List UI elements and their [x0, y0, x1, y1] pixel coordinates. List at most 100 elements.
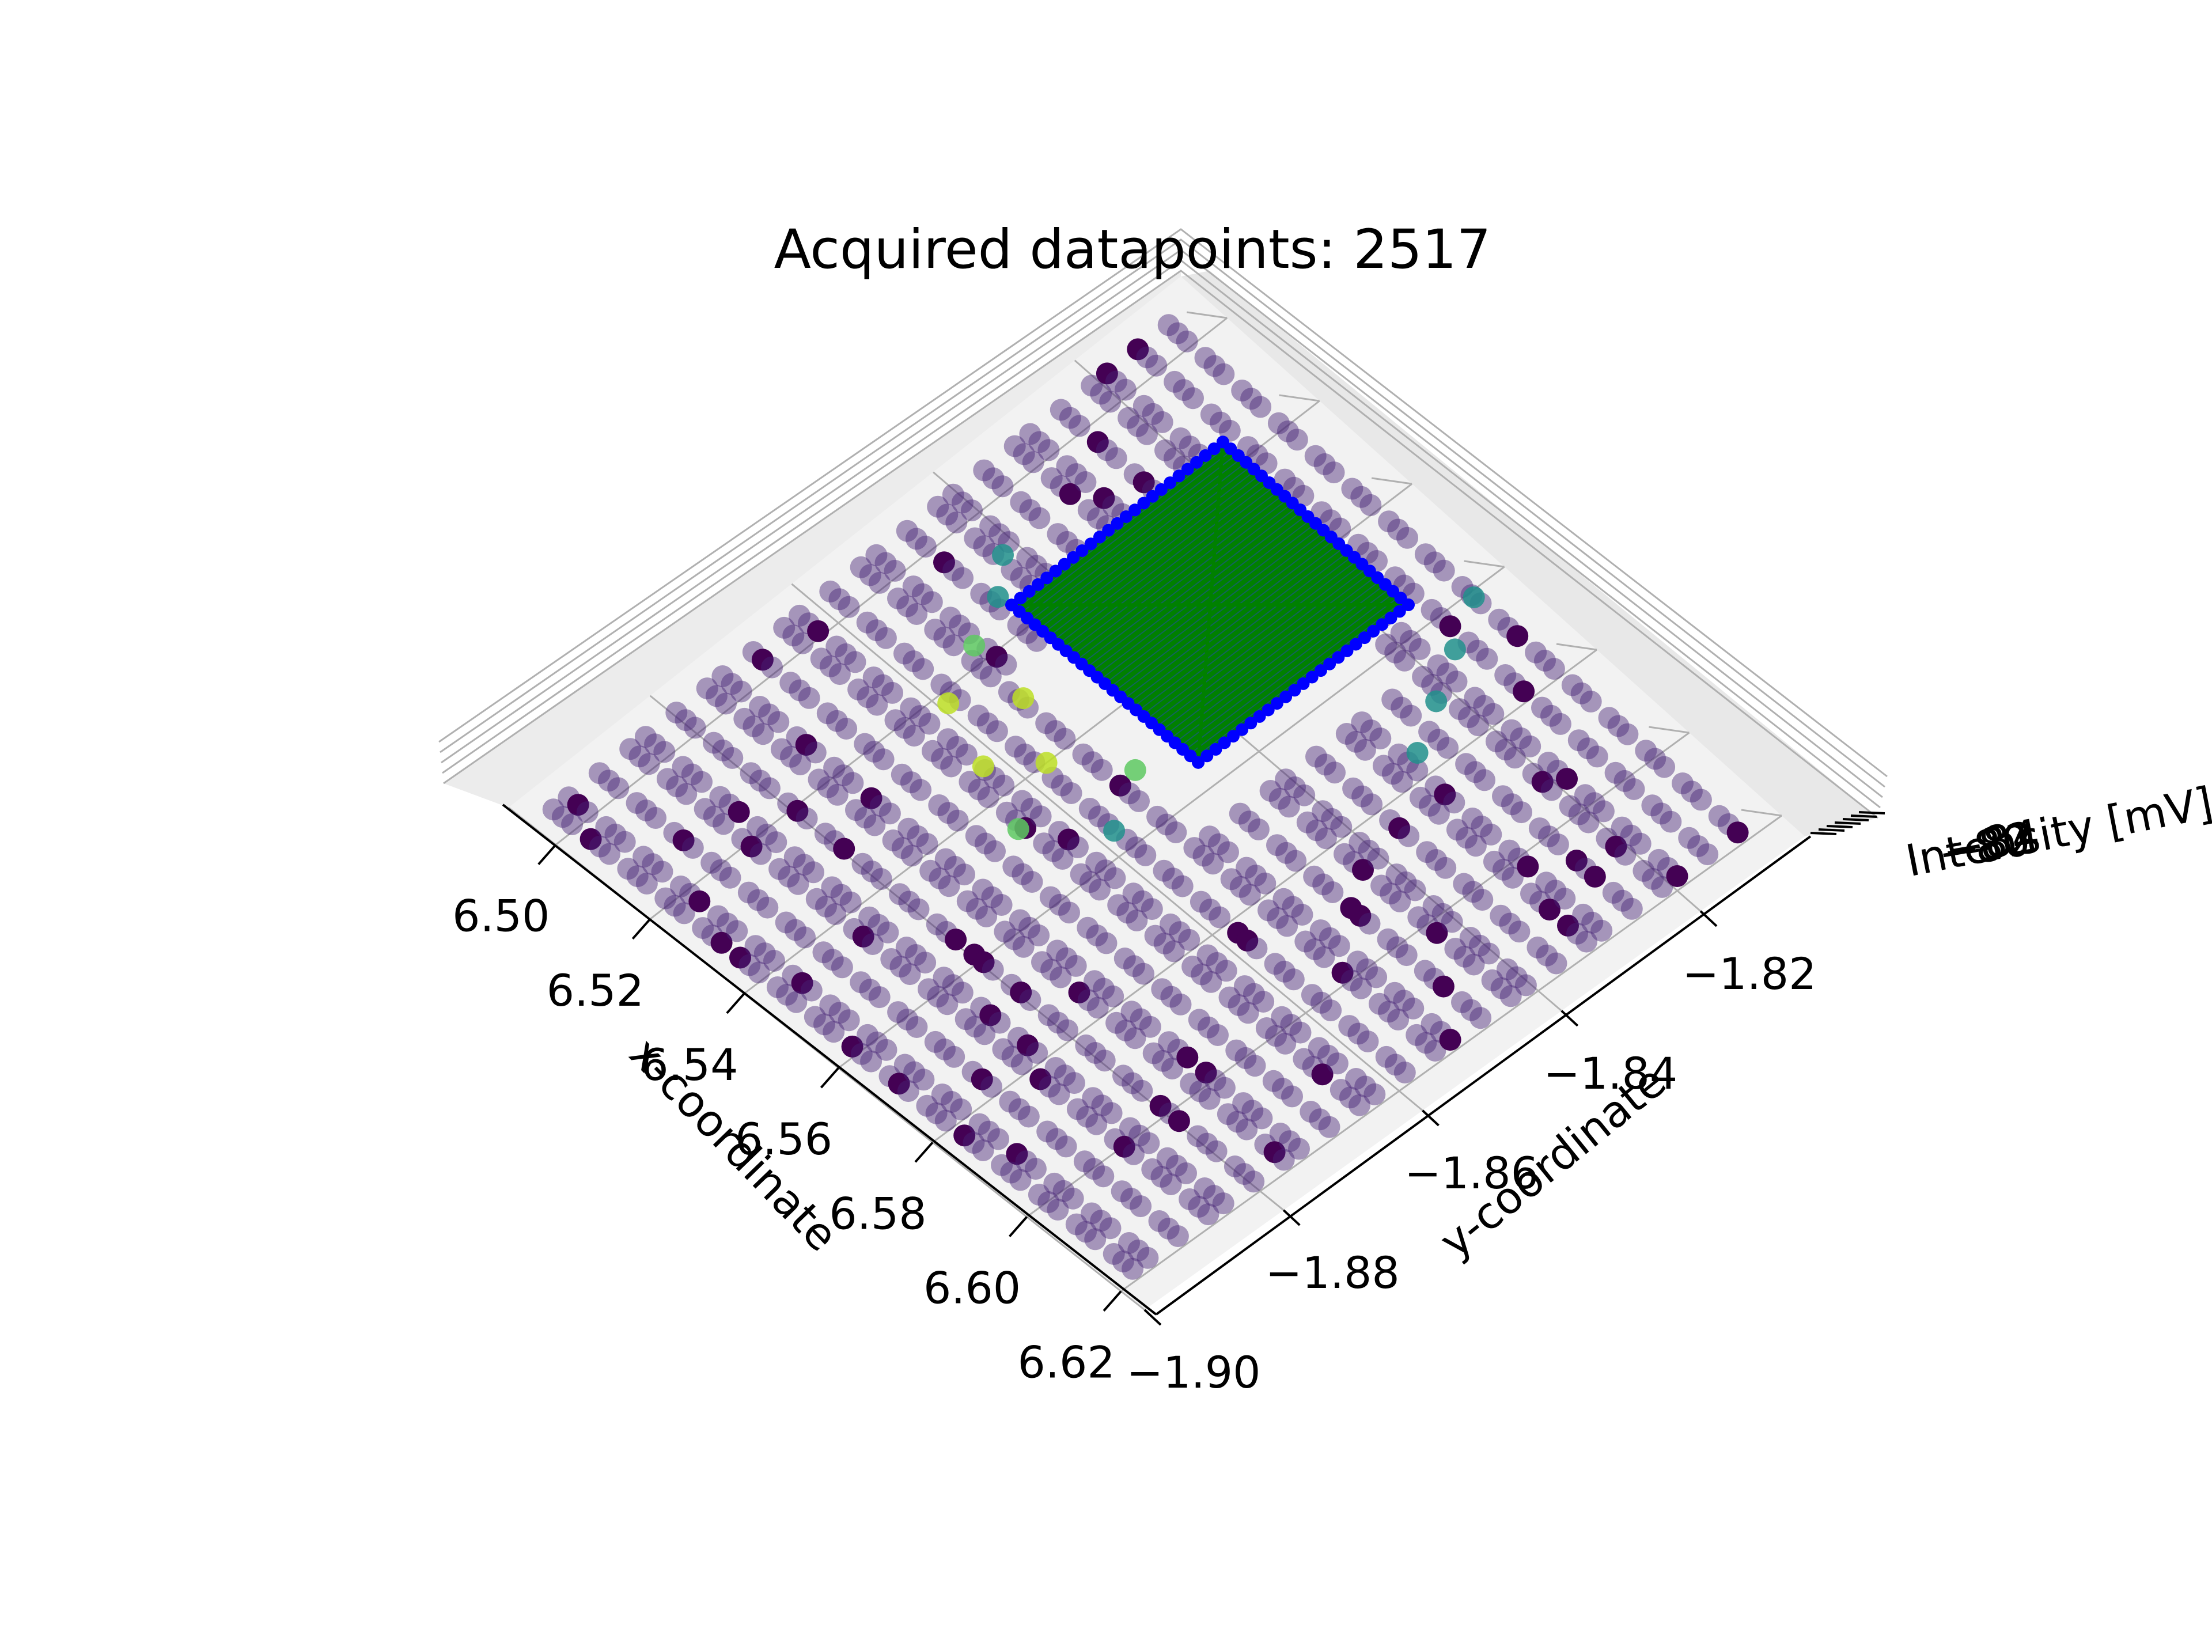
scatter-point [747, 816, 768, 838]
surface-edge-point [1349, 638, 1362, 651]
scatter-point [1204, 1069, 1226, 1092]
scatter-point [1051, 847, 1074, 870]
scatter-point [666, 775, 688, 798]
scatter-point [1289, 1021, 1312, 1044]
scatter-point [1247, 818, 1270, 840]
scatter-point [1202, 852, 1224, 875]
scatter-point [994, 920, 1016, 943]
back-right-pane [1181, 271, 1878, 836]
scatter-point [1105, 447, 1127, 469]
scatter-point [931, 1083, 953, 1106]
scatter-point [999, 1090, 1021, 1113]
scatter-point [1000, 1161, 1022, 1184]
scatter-point [1488, 608, 1510, 631]
scatter-point [941, 1091, 963, 1113]
scatter-point [1179, 1188, 1201, 1210]
scatter-point [1534, 649, 1556, 672]
scatter-point [1068, 415, 1090, 437]
y-tick-label: −1.82 [1683, 948, 1817, 999]
surface-mesh-line [1118, 535, 1330, 696]
scatter-point [740, 762, 762, 785]
scatter-point [1672, 772, 1694, 794]
scatter-point [851, 852, 874, 875]
scatter-point [1581, 911, 1604, 934]
surface-edge-point [1014, 592, 1027, 605]
scatter-point [903, 725, 925, 747]
surface-mesh-line [1160, 571, 1372, 732]
scatter-point [1540, 779, 1563, 801]
scatter-point [1203, 1185, 1225, 1207]
scatter-point [1028, 924, 1050, 946]
scatter-point [1453, 873, 1475, 895]
high-intensity-point [1444, 638, 1466, 661]
surface-edge-point [1226, 730, 1240, 743]
scatter-point [1445, 670, 1468, 693]
scatter-point [1330, 1079, 1352, 1101]
scatter-point [1620, 897, 1643, 920]
scatter-point [1044, 720, 1067, 742]
scatter-point [1192, 844, 1215, 867]
high-intensity-point [963, 634, 986, 657]
scatter-point [1690, 789, 1712, 811]
scatter-point [1132, 963, 1154, 985]
scatter-point [1407, 906, 1430, 929]
scatter-point [1427, 802, 1450, 825]
scatter-point [1245, 865, 1267, 887]
scatter-point [965, 897, 988, 920]
scatter-point [1009, 909, 1031, 931]
y-tick-mark [1282, 1209, 1301, 1226]
scatter-point [1037, 1004, 1060, 1026]
scatter-point [1066, 1098, 1089, 1120]
scatter-point [1409, 786, 1431, 809]
scatter-point [1584, 865, 1606, 888]
scatter-point [953, 863, 975, 886]
scatter-point [1421, 1013, 1443, 1035]
scatter-point [747, 889, 770, 911]
scatter-point [1113, 948, 1136, 969]
scatter-point [1611, 889, 1634, 912]
surface-mesh-line [1095, 514, 1307, 677]
scatter-point [1104, 867, 1126, 889]
scatter-point [1273, 960, 1296, 983]
scatter-point [1200, 403, 1222, 426]
scatter-point [1176, 1046, 1199, 1069]
scatter-point [1132, 395, 1155, 417]
scatter-point [1127, 1239, 1150, 1261]
scatter-point [1255, 1017, 1278, 1039]
scatter-point [1696, 843, 1719, 866]
scatter-point [1623, 778, 1645, 800]
scatter-point [1164, 370, 1186, 393]
scatter-point [1062, 1187, 1084, 1210]
x-gridline-wall [1371, 477, 1412, 485]
scatter-point [1039, 886, 1062, 908]
scatter-point [1467, 639, 1489, 662]
scatter-point [955, 744, 978, 766]
surface-edge-point [1199, 449, 1212, 462]
scatter-point [748, 961, 770, 984]
scatter-point [930, 673, 953, 696]
scatter-point [1010, 982, 1032, 1003]
scatter-point [758, 777, 781, 800]
scatter-point [1393, 649, 1416, 672]
z-tick-mark [1810, 832, 1837, 835]
scatter-point [1228, 994, 1250, 1016]
scatter-point [743, 715, 765, 738]
scatter-point [1301, 984, 1323, 1006]
scatter-point [1048, 893, 1071, 916]
scatter-point [826, 783, 849, 806]
surface-mesh-line [1113, 531, 1325, 692]
scatter-point [1086, 996, 1109, 1019]
scatter-point [1162, 867, 1184, 890]
scatter-point [1096, 439, 1118, 461]
scatter-point [1196, 944, 1219, 967]
scatter-point [1339, 1086, 1361, 1109]
scatter-point [1525, 641, 1547, 664]
scatter-point [1197, 1016, 1219, 1039]
scatter-point [1014, 743, 1036, 766]
scatter-point [1331, 961, 1354, 984]
scatter-point [1020, 797, 1043, 820]
scatter-point [1102, 985, 1124, 1007]
scatter-point [1412, 665, 1434, 688]
scatter-point [1341, 478, 1363, 500]
scatter-point [1162, 940, 1185, 963]
